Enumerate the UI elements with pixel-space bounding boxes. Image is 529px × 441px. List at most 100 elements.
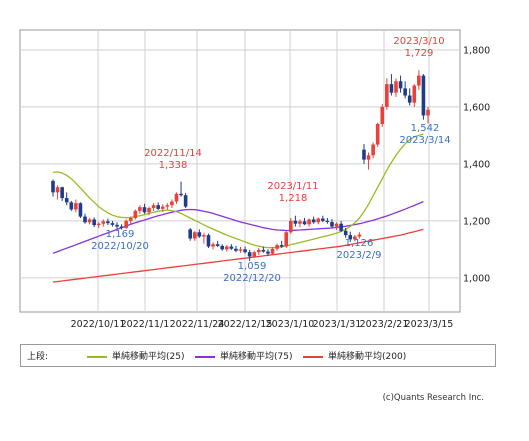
candle-body <box>60 187 64 199</box>
candle-body <box>394 81 398 93</box>
candle <box>325 218 330 224</box>
candle <box>229 244 234 250</box>
grid-layer <box>20 30 460 312</box>
candle <box>412 84 417 107</box>
candle <box>353 235 357 242</box>
candle-body <box>247 252 252 257</box>
candle <box>202 232 206 244</box>
candle-body <box>202 235 206 237</box>
candle <box>284 230 289 248</box>
x-tick-label-3: 2022/12/15 <box>218 319 273 330</box>
annotation-5-line2: 1,729 <box>405 48 434 59</box>
candle-body <box>389 84 394 93</box>
candle <box>279 240 284 248</box>
candle-body <box>417 75 421 86</box>
candle <box>224 245 229 252</box>
candle <box>110 220 115 227</box>
candle-body <box>160 206 165 209</box>
legend-item-sma200: 単純移動平均(200) <box>303 349 406 362</box>
candle <box>106 218 110 226</box>
candle <box>138 205 142 214</box>
candle <box>362 143 366 164</box>
x-tick-label-5: 2023/1/31 <box>313 319 362 330</box>
annotation-6-line2: 2023/3/14 <box>399 135 450 146</box>
sma200-line <box>52 228 424 283</box>
candle-body <box>348 235 353 240</box>
candle-body <box>188 229 192 239</box>
legend-item-sma75: 単純移動平均(75) <box>195 349 292 362</box>
candle-body <box>101 221 106 224</box>
candle <box>289 218 293 234</box>
candle <box>339 220 343 233</box>
annotation-0-line2: 1,338 <box>159 160 188 171</box>
candle <box>197 229 202 238</box>
candle-body <box>106 221 110 224</box>
candle <box>293 215 298 227</box>
candle <box>247 249 252 262</box>
candle-body <box>362 149 366 160</box>
candle-body <box>357 234 362 237</box>
candle <box>160 204 165 212</box>
candle-body <box>311 219 316 223</box>
y-tick-label-4: 1,000 <box>463 273 490 284</box>
candle <box>330 219 334 228</box>
candle-body <box>266 251 270 254</box>
candle-body <box>197 232 202 237</box>
candle-body <box>316 218 321 223</box>
candle <box>69 200 74 211</box>
candle <box>215 240 220 248</box>
candle-body <box>298 221 302 224</box>
candle-body <box>64 198 69 203</box>
candle-body <box>343 230 348 236</box>
candle-body <box>220 245 225 250</box>
candle <box>192 230 197 241</box>
candle <box>403 81 407 99</box>
candle <box>87 218 92 225</box>
candle-body <box>92 219 96 226</box>
y-tick-label-0: 1,800 <box>463 45 490 56</box>
candle-body <box>307 219 311 225</box>
candle <box>307 218 311 227</box>
candle <box>343 227 348 238</box>
candle-body <box>275 245 279 249</box>
x-tick-label-2: 2022/11/24 <box>170 319 225 330</box>
candle <box>407 88 412 106</box>
annotation-1-line2: 2022/10/20 <box>91 241 149 252</box>
x-tick-label-0: 2022/10/11 <box>71 319 126 330</box>
annotation-3-line2: 2022/12/20 <box>223 273 281 284</box>
annotation-4-line2: 2023/2/9 <box>337 250 382 261</box>
sma25-line <box>52 133 424 249</box>
x-tick-label-6: 2023/2/21 <box>360 319 409 330</box>
candle-body <box>128 218 133 221</box>
candle-body <box>151 205 156 209</box>
candle <box>426 106 430 124</box>
x-tick-label-7: 2023/3/15 <box>405 319 454 330</box>
candle <box>174 192 179 204</box>
candle-body <box>261 249 266 252</box>
candle <box>298 219 302 228</box>
candle-body <box>183 195 188 207</box>
candle <box>380 104 385 127</box>
candle <box>302 218 307 226</box>
candle <box>101 219 106 227</box>
candle-body <box>238 249 243 251</box>
annotation-0-line1: 2022/11/14 <box>144 148 202 159</box>
candle-body <box>289 220 293 233</box>
candle-body <box>211 244 215 247</box>
candle <box>156 202 160 211</box>
candle-body <box>321 218 325 221</box>
legend-line-sma200 <box>303 355 323 358</box>
candle <box>316 217 321 225</box>
candle <box>261 246 266 253</box>
candle <box>124 219 128 229</box>
candle <box>238 247 243 253</box>
candle <box>389 74 394 96</box>
candle-body <box>339 223 343 231</box>
annotation-4-line1: 1,126 <box>345 238 374 249</box>
legend: 上段: 単純移動平均(25) 単純移動平均(75) 単純移動平均(200) <box>20 344 496 367</box>
candle <box>60 186 64 201</box>
candle-body <box>407 95 412 103</box>
candle-body <box>96 223 101 226</box>
candle-body <box>51 180 55 193</box>
